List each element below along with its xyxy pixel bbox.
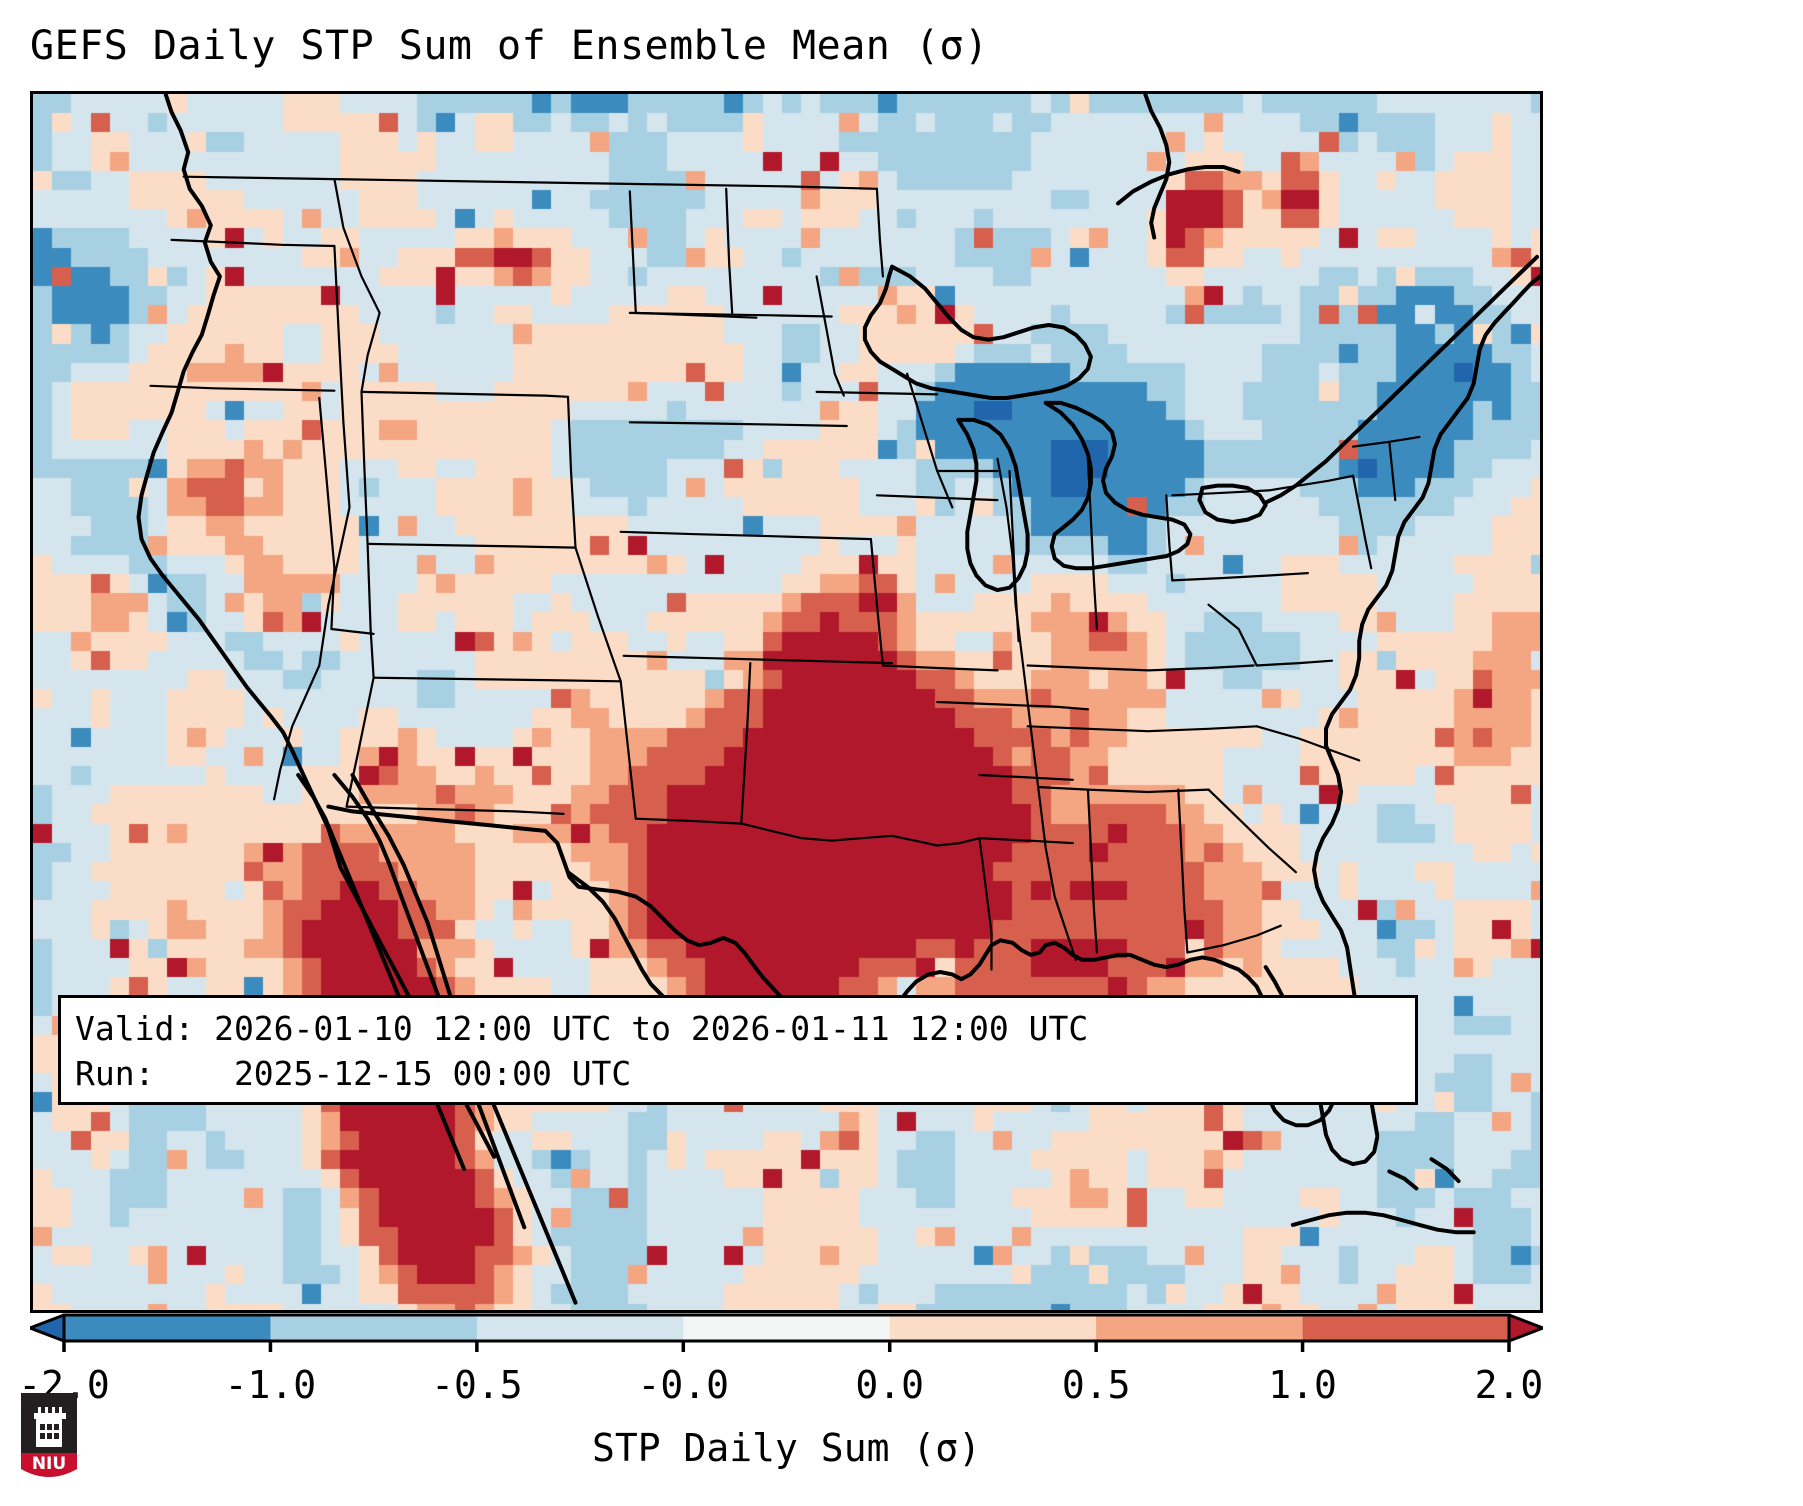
logo-text: NIU <box>32 1454 66 1474</box>
colorbar-tick-2: -0.5 <box>431 1363 523 1407</box>
colorbar-swatches <box>30 1313 1543 1352</box>
run-time-line: Run: 2025-12-15 00:00 UTC <box>75 1054 632 1093</box>
colorbar-tick-4: 0.0 <box>855 1363 925 1407</box>
colorbar-axis-label: STP Daily Sum (σ) <box>592 1426 981 1470</box>
page-title: GEFS Daily STP Sum of Ensemble Mean (σ) <box>30 23 989 69</box>
colorbar-tick-5: 0.5 <box>1061 1363 1131 1407</box>
colorbar-tick-7: 2.0 <box>1474 1363 1544 1407</box>
map-axes[interactable] <box>30 91 1543 1313</box>
valid-run-info-box: Valid: 2026-01-10 12:00 UTC to 2026-01-1… <box>58 995 1418 1105</box>
colorbar-tick-3: -0.0 <box>637 1363 730 1407</box>
valid-time-line: Valid: 2026-01-10 12:00 UTC to 2026-01-1… <box>75 1009 1089 1048</box>
castle-icon <box>34 1407 66 1447</box>
colorbar-tick-labels: -2.0 -1.0 -0.5 -0.0 0.0 0.5 1.0 2.0 <box>18 1362 1544 1412</box>
stp-anomaly-heatmap <box>33 94 1540 1310</box>
colorbar-tick-6: 1.0 <box>1268 1363 1337 1407</box>
colorbar[interactable] <box>30 1313 1543 1353</box>
niu-logo: NIU <box>21 1393 77 1477</box>
colorbar-tick-1: -1.0 <box>224 1363 317 1407</box>
logo-shield-bottom <box>21 1453 77 1477</box>
